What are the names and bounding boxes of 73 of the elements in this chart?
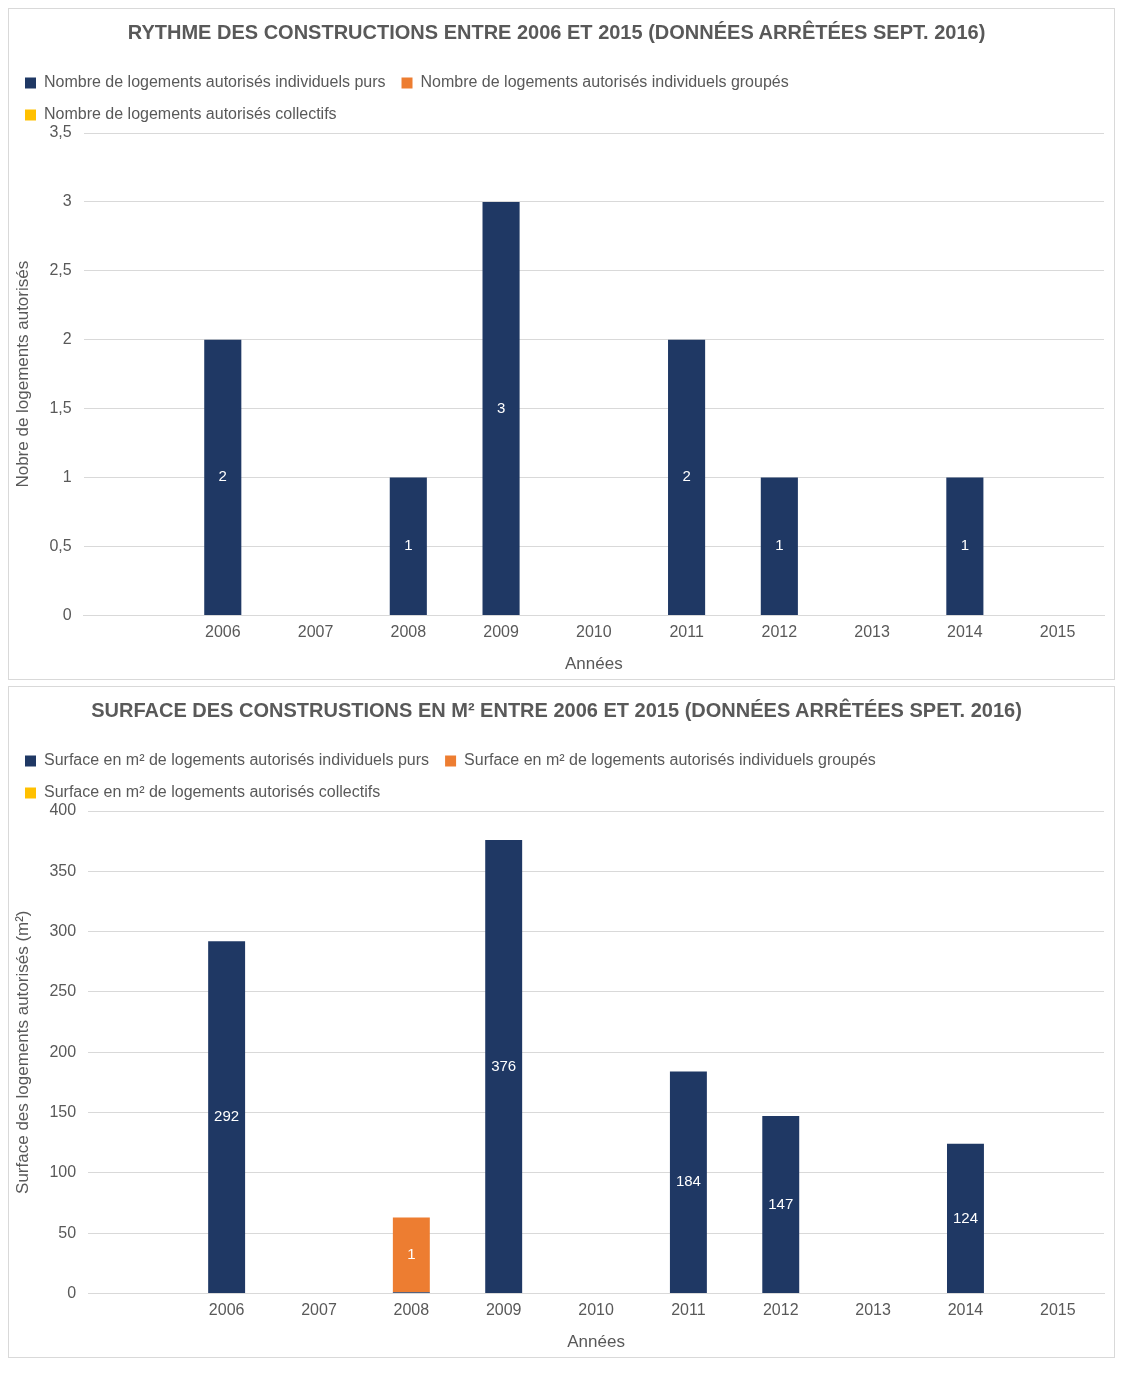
bar (392, 1217, 430, 1293)
x-axis-title: Années (564, 654, 623, 674)
x-tick-label: 2008 (393, 1301, 430, 1319)
y-tick-label: 50 (58, 1223, 77, 1241)
legend-label: Surface en m² de logements autorisés collectifs (44, 783, 381, 801)
x-tick-label: 2010 (578, 1301, 614, 1319)
y-tick-label: 400 (49, 801, 77, 819)
x-tick-label: 2013 (854, 623, 890, 641)
y-tick-label: 1 (62, 467, 72, 485)
data-label: 147 (768, 1194, 794, 1212)
y-tick-label: 1,5 (49, 399, 72, 417)
y-tick-label: 2 (62, 330, 72, 348)
y-tick-label: 3 (62, 192, 72, 210)
bar (947, 1143, 984, 1293)
y-tick-label: 0 (67, 1283, 77, 1301)
y-tick-label: 250 (49, 982, 77, 1000)
x-tick-label: 2013 (855, 1301, 892, 1319)
bar (762, 1116, 800, 1293)
data-label: 1 (960, 536, 970, 554)
data-label: 184 (675, 1172, 701, 1190)
data-label: 376 (491, 1056, 517, 1074)
x-tick-label: 2006 (204, 623, 241, 641)
bar (482, 201, 520, 615)
bar (946, 477, 984, 615)
x-tick-label: 2007 (301, 1301, 337, 1319)
x-tick-label: 2015 (1039, 623, 1076, 641)
legend-label: Nombre de logements autorisés collectifs (44, 105, 337, 123)
bar (485, 839, 523, 1293)
x-tick-label: 2014 (947, 623, 983, 641)
x-tick-label: 2007 (297, 623, 334, 641)
y-tick-label: 200 (49, 1042, 77, 1060)
y-tick-label: 0 (62, 605, 72, 623)
y-axis-title: Nobre de logements autorisés (12, 260, 32, 488)
legend-label: Nombre de logements autorisés individuels groupés (420, 73, 789, 91)
x-tick-label: 2006 (208, 1301, 245, 1319)
x-tick-label: 2012 (761, 623, 798, 641)
x-tick-label: 2009 (483, 623, 519, 641)
bar (760, 477, 798, 615)
bar (204, 339, 242, 615)
data-label: 292 (214, 1107, 240, 1125)
legend-label: Surface en m² de logements autorisés individuels purs (44, 751, 430, 769)
bar (668, 339, 706, 615)
legend-label: Nombre de logements autorisés individuels purs (44, 73, 386, 91)
x-tick-label: 2008 (390, 623, 427, 641)
data-label: 2 (218, 467, 227, 485)
y-axis-title: Surface des logements autorisés (m²) (12, 910, 32, 1194)
chart-title: RYTHME DES CONSTRUCTIONS ENTRE 2006 ET 2015 (DONNÉES ARRÊTÉES SEPT. 2016) (127, 19, 986, 43)
x-tick-label: 2011 (669, 623, 704, 641)
y-tick-label: 2,5 (49, 261, 72, 279)
data-label: 1 (404, 536, 413, 554)
legend-label: Surface en m² de logements autorisés individuels groupés (464, 751, 876, 769)
y-tick-label: 0,5 (49, 536, 72, 554)
x-tick-label: 2015 (1040, 1301, 1076, 1319)
chart-title: SURFACE DES CONSTRUSTIONS EN M² ENTRE 2006 ET 2015 (DONNÉES ARRÊTÉES SPET. 2016) (91, 697, 1022, 721)
x-tick-label: 2012 (762, 1301, 799, 1319)
y-tick-label: 100 (49, 1163, 77, 1181)
y-tick-label: 3,5 (49, 123, 72, 141)
data-label: 1 (775, 536, 784, 554)
x-tick-label: 2014 (947, 1301, 984, 1319)
y-tick-label: 350 (49, 861, 77, 879)
data-label: 124 (952, 1208, 978, 1226)
y-tick-label: 300 (49, 922, 77, 940)
data-label: 1 (407, 1245, 416, 1263)
bar (208, 941, 246, 1293)
x-tick-label: 2010 (576, 623, 612, 641)
bar (389, 477, 427, 615)
x-tick-label: 2011 (671, 1301, 706, 1319)
data-label: 3 (496, 398, 506, 416)
y-tick-label: 150 (49, 1102, 77, 1120)
bar (669, 1071, 707, 1293)
x-tick-label: 2009 (485, 1301, 522, 1319)
x-axis-title: Années (567, 1332, 625, 1352)
data-label: 2 (682, 467, 691, 485)
